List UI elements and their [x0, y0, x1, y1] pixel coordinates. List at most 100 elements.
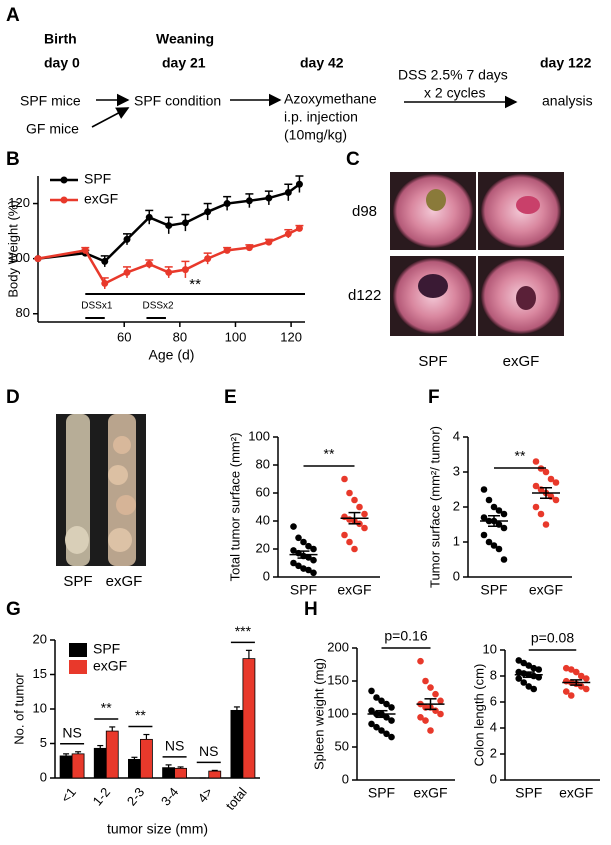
- y-tick-label: 5: [40, 735, 47, 750]
- data-point: [520, 659, 528, 667]
- data-point: [373, 694, 380, 701]
- y-tick-label: 0: [453, 568, 460, 583]
- data-point: [310, 545, 317, 553]
- data-point: [204, 208, 212, 216]
- data-point: [204, 255, 212, 263]
- photo-row-label: d98: [352, 203, 377, 220]
- step: SPF mice: [20, 93, 81, 109]
- data-point: [562, 664, 570, 672]
- data-point: [525, 683, 533, 690]
- data-point: [437, 697, 444, 705]
- step: Azoxymethane: [284, 91, 377, 107]
- data-point: [265, 194, 273, 202]
- significance-label: **: [101, 700, 112, 716]
- data-point: [432, 690, 439, 698]
- y-axis-label: Spleen weight (mg): [311, 658, 326, 770]
- data-point: [422, 717, 429, 724]
- y-tick-label: 20: [33, 631, 47, 646]
- treatment-label: DSSx1: [81, 301, 113, 312]
- data-point: [368, 687, 375, 695]
- legend-label: exGF: [93, 658, 127, 674]
- data-point: [165, 268, 173, 276]
- data-point: [500, 510, 508, 518]
- x-tick-label: 120: [280, 329, 302, 344]
- endoscopy-photos: [390, 172, 564, 336]
- data-point: [577, 672, 585, 680]
- panel-label: H: [304, 599, 318, 620]
- stage-day: day 42: [300, 55, 344, 71]
- data-point: [223, 200, 231, 208]
- step: SPF condition: [134, 93, 221, 109]
- x-tick-label: total: [223, 784, 250, 813]
- data-point: [535, 666, 543, 673]
- y-tick-label: 0: [490, 771, 497, 786]
- y-tick-label: 50: [335, 738, 349, 753]
- photo-row-label: d122: [348, 287, 381, 304]
- data-point: [310, 556, 317, 564]
- data-point: [383, 700, 390, 708]
- data-point: [34, 255, 42, 263]
- step: i.p. injection: [284, 109, 358, 125]
- data-point: [427, 727, 434, 734]
- y-tick-label: 20: [256, 540, 270, 555]
- y-tick-label: 2: [453, 498, 460, 513]
- y-tick-label: 150: [327, 672, 349, 687]
- legend-label: SPF: [84, 171, 111, 187]
- data-point: [265, 238, 273, 246]
- data-point: [567, 692, 575, 699]
- data-point: [485, 496, 493, 504]
- bar: [140, 738, 153, 779]
- bar: [230, 709, 244, 779]
- panel-label: D: [6, 387, 20, 408]
- x-tick-label: 80: [173, 329, 187, 344]
- significance-label: **: [515, 448, 526, 464]
- photo-column-label: SPF: [418, 353, 447, 370]
- data-point: [500, 556, 508, 563]
- data-point: [532, 482, 540, 490]
- data-point: [245, 244, 253, 252]
- data-point: [81, 246, 89, 254]
- data-point: [552, 479, 560, 486]
- y-axis-label: Total tumor surface (mm²): [227, 433, 242, 582]
- data-point: [520, 679, 528, 686]
- bar: [59, 755, 73, 779]
- data-point: [515, 668, 523, 676]
- data-point: [485, 538, 493, 546]
- data-point: [295, 562, 302, 570]
- significance-label: **: [324, 446, 335, 462]
- step: DSS 2.5% 7 days: [398, 67, 508, 83]
- data-point: [572, 668, 580, 676]
- step: GF mice: [26, 121, 79, 137]
- bar: [242, 658, 256, 779]
- data-point: [388, 733, 395, 741]
- colon-photo: [56, 414, 146, 566]
- data-point: [341, 475, 348, 483]
- y-tick-label: 100: [327, 705, 349, 720]
- panel-label: B: [6, 149, 20, 170]
- stage-title: Weaning: [156, 31, 214, 47]
- x-tick-label: 100: [225, 329, 247, 344]
- y-tick-label: 10: [483, 641, 497, 656]
- y-tick-label: 100: [8, 250, 30, 265]
- data-point: [480, 486, 488, 493]
- stage-title: Birth: [44, 31, 77, 47]
- data-point: [427, 684, 434, 691]
- data-point: [351, 545, 358, 553]
- data-point: [123, 235, 131, 243]
- x-tick-label: exGF: [337, 582, 371, 598]
- data-point: [181, 219, 189, 227]
- data-point: [346, 489, 353, 497]
- bar: [71, 753, 85, 779]
- significance-label: **: [135, 707, 146, 723]
- x-tick-label: 2-3: [124, 784, 148, 808]
- bar: [105, 730, 119, 779]
- arrows: [91, 93, 518, 128]
- data-point: [537, 510, 545, 518]
- significance-label: NS: [62, 724, 81, 740]
- y-tick-label: 0: [342, 771, 349, 786]
- data-point: [284, 230, 292, 238]
- data-point: [547, 475, 555, 483]
- y-tick-label: 4: [490, 719, 497, 734]
- data-point: [495, 507, 503, 514]
- data-point: [525, 662, 533, 669]
